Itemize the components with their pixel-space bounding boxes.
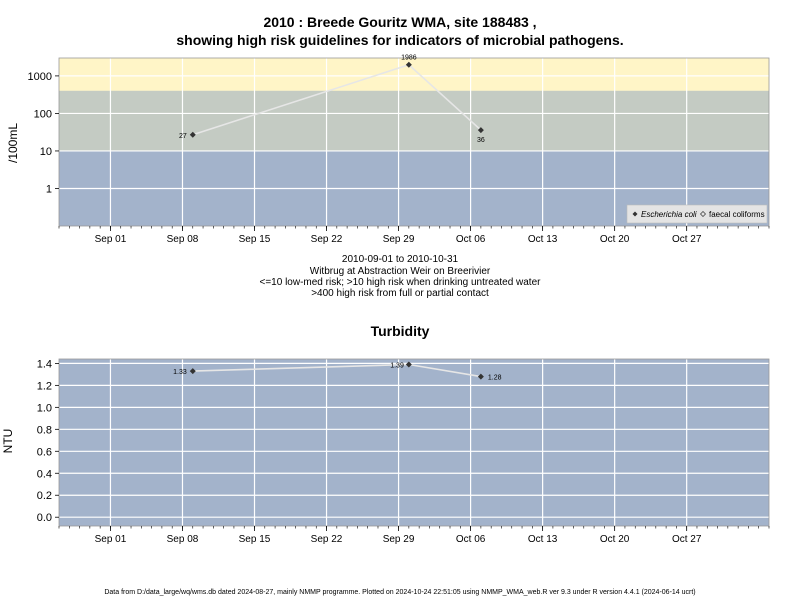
turbidity-point-2 [405,361,412,368]
microbial-xtick-label-2: Sep 08 [167,234,199,245]
turbidity-data-label-1: 1.33 [173,369,187,376]
microbial-plot-frame [58,57,770,227]
turbidity-xtick-label-1: Sep 01 [95,534,127,545]
turbidity-xtick-label-8: Oct 20 [600,534,630,545]
microbial-data-label-3: 36 [477,137,485,144]
microbial-xtick-label-9: Oct 27 [672,234,702,245]
microbial-ytick-label-2: 10 [40,146,52,158]
turbidity-plot-frame [58,358,770,527]
microbial-xtick-label-3: Sep 15 [239,234,271,245]
turbidity-data-label-3: 1.28 [488,375,502,382]
footer-note: Data from D:/data_large/wq/wms.db dated … [104,589,696,596]
turbidity-plot-background [59,359,769,526]
microbial-risk-band-2 [59,90,769,151]
turbidity-xtick-label-6: Oct 06 [456,534,486,545]
turbidity-point-3 [477,373,484,380]
microbial-xtick-label-8: Oct 20 [600,234,630,245]
turbidity-xtick-label-3: Sep 15 [239,534,271,545]
microbial-legend-marker-2 [700,211,706,217]
turbidity-ytick-label-8: 1.4 [37,358,52,370]
microbial-ytick-label-1: 1 [46,183,52,195]
microbial-data-label-2: 1986 [401,55,417,62]
microbial-xtick-label-7: Oct 13 [528,234,558,245]
turbidity-xtick-label-5: Sep 29 [383,534,415,545]
microbial-xtick-label-6: Oct 06 [456,234,486,245]
turbidity-title: Turbidity [370,323,430,339]
microbial-point-3 [477,127,484,134]
microbial-legend-box [626,204,768,224]
microbial-point-1 [189,131,196,138]
microbial-ytick-label-4: 1000 [28,71,52,83]
site-note: Witbrug at Abstraction Weir on Breerivie… [309,266,491,277]
turbidity-ytick-label-6: 1.0 [37,402,52,414]
turbidity-ytick-label-4: 0.6 [37,446,52,458]
microbial-legend-marker-1 [632,211,638,217]
chart-title-line-2: showing high risk guidelines for indicat… [176,32,624,48]
turbidity-xtick-label-9: Oct 27 [672,534,702,545]
microbial-xtick-label-5: Sep 29 [383,234,415,245]
turbidity-ytick-label-7: 1.2 [37,380,52,392]
microbial-risk-band-3 [59,58,769,91]
turbidity-ytick-label-1: 0.0 [37,512,52,524]
turbidity-data-label-2: 1.39 [390,362,404,369]
turbidity-ytick-label-2: 0.2 [37,490,52,502]
risk-note-drinking: <=10 low-med risk; >10 high risk when dr… [259,277,541,288]
turbidity-xtick-label-2: Sep 08 [167,534,199,545]
risk-note-contact: >400 high risk from full or partial cont… [311,288,489,299]
microbial-xtick-label-1: Sep 01 [95,234,127,245]
microbial-data-label-1: 27 [179,133,187,140]
date-range-note: 2010-09-01 to 2010-10-31 [341,254,459,265]
turbidity-xtick-label-7: Oct 13 [528,534,558,545]
microbial-ytick-label-3: 100 [34,108,52,120]
microbial-legend-entry-1: Escherichia coli [641,210,697,219]
microbial-point-2 [405,61,412,68]
turbidity-ytick-label-5: 0.8 [37,424,52,436]
turbidity-point-1 [189,368,196,375]
microbial-legend-entry-2: faecal coliforms [709,210,765,219]
microbial-xtick-label-4: Sep 22 [311,234,343,245]
turbidity-xtick-label-4: Sep 22 [311,534,343,545]
turbidity-ytick-label-3: 0.4 [37,468,52,480]
chart-title-line-1: 2010 : Breede Gouritz WMA, site 188483 , [263,14,537,30]
